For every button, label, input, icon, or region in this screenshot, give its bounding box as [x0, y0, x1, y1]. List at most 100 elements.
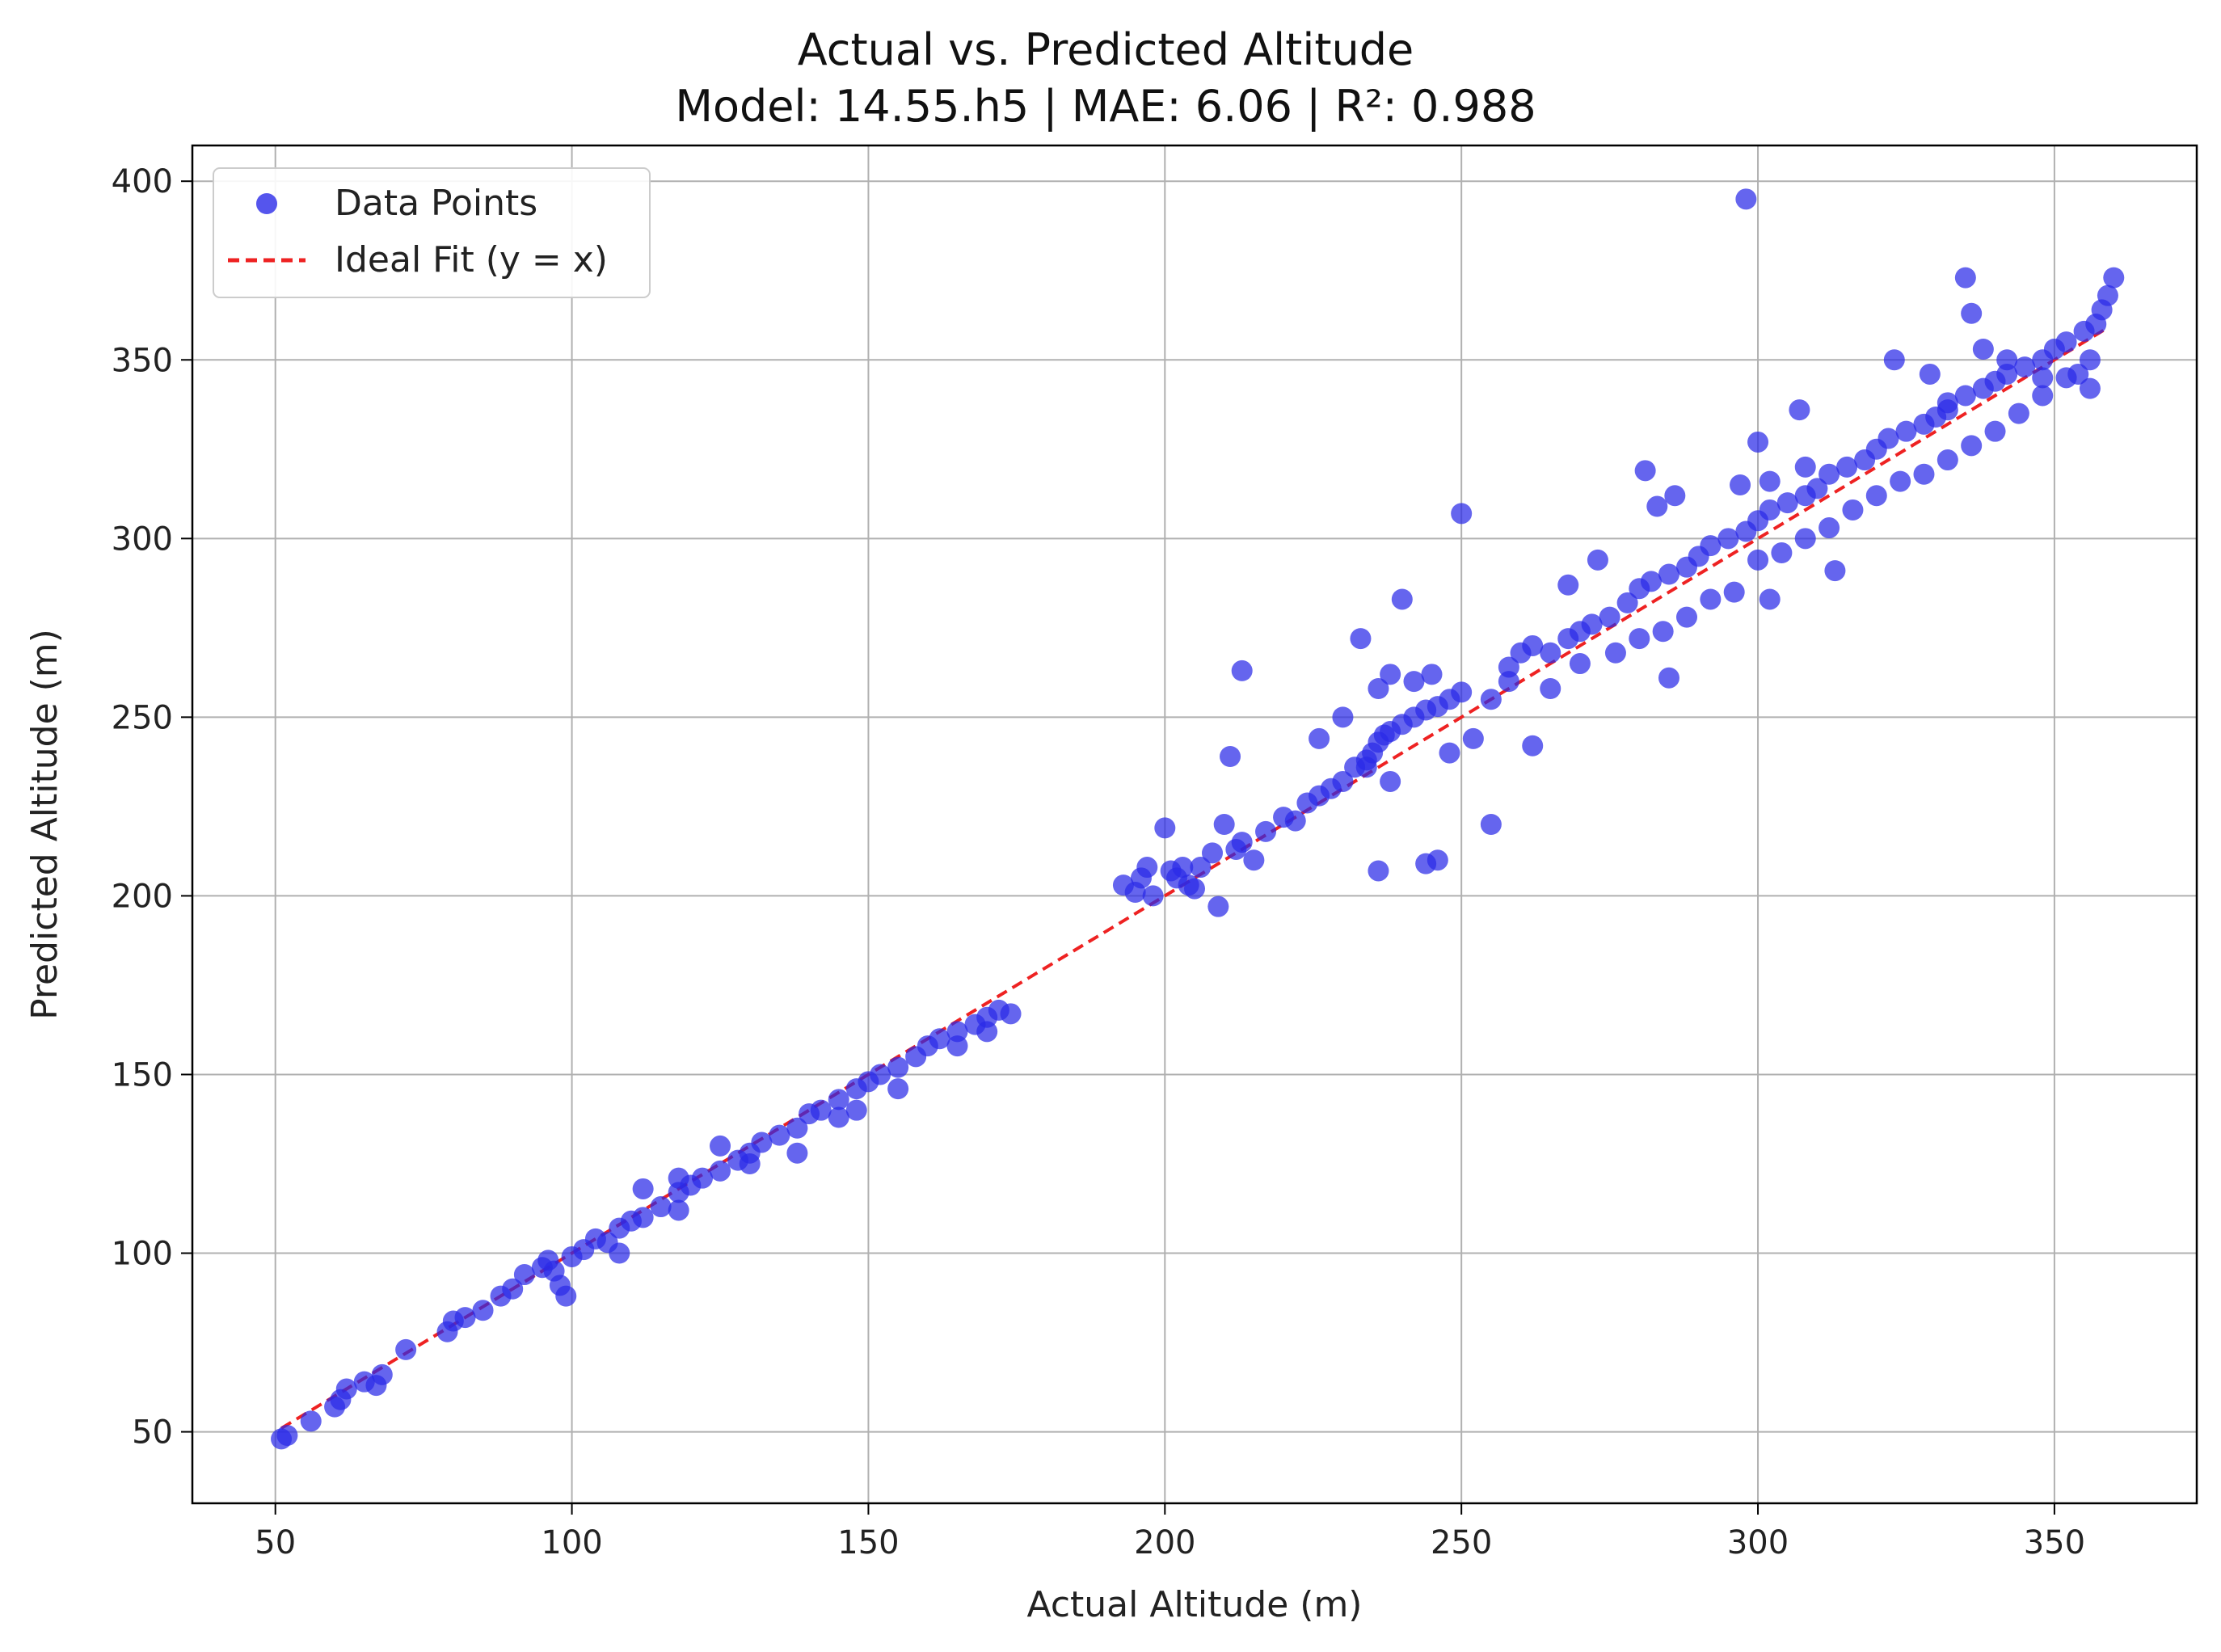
- x-tick-label: 100: [541, 1524, 602, 1561]
- data-point: [828, 1089, 849, 1110]
- y-tick-label: 100: [112, 1236, 173, 1273]
- data-point: [1284, 810, 1306, 832]
- y-tick-label: 50: [132, 1414, 173, 1452]
- x-tick-label: 300: [1727, 1524, 1789, 1561]
- data-point: [1421, 664, 1443, 685]
- data-point: [1842, 499, 1864, 520]
- y-tick-label: 200: [112, 878, 173, 915]
- data-point: [929, 1028, 950, 1050]
- data-point: [2067, 363, 2089, 385]
- data-point: [1581, 613, 1603, 635]
- y-axis-label: Predicted Altitude (m): [24, 629, 65, 1020]
- data-point: [1759, 499, 1781, 520]
- data-point: [1723, 581, 1745, 603]
- legend-ideal-fit-label: Ideal Fit (y = x): [335, 239, 608, 280]
- data-point: [810, 1099, 832, 1121]
- data-point: [668, 1167, 689, 1189]
- x-axis-label: Actual Altitude (m): [1027, 1584, 1363, 1625]
- data-point: [1184, 878, 1205, 900]
- y-tick-label: 400: [112, 163, 173, 200]
- data-point: [2014, 356, 2036, 378]
- data-point: [751, 1132, 773, 1153]
- data-point: [710, 1135, 731, 1157]
- data-point: [1759, 470, 1781, 492]
- data-point: [1700, 535, 1722, 557]
- data-point: [1380, 664, 1401, 685]
- data-point: [786, 1142, 808, 1164]
- data-point: [1819, 463, 1840, 485]
- data-point: [1231, 660, 1253, 681]
- data-point: [1255, 820, 1277, 842]
- data-point: [1961, 435, 1983, 457]
- data-point: [1427, 849, 1448, 871]
- data-point: [1309, 727, 1330, 749]
- data-point: [300, 1410, 322, 1432]
- data-point: [2032, 385, 2054, 407]
- data-point: [1522, 735, 1544, 756]
- data-point: [1451, 503, 1473, 525]
- plot-frame: [191, 144, 2198, 1505]
- data-point: [1824, 560, 1846, 582]
- data-point: [335, 1378, 357, 1400]
- data-point: [1220, 746, 1241, 767]
- data-point: [609, 1242, 630, 1264]
- data-point: [1522, 634, 1544, 656]
- data-point: [2032, 367, 2054, 389]
- y-axis-ticks: 50 100 150 200 250 300 350 400: [112, 163, 192, 1452]
- data-point: [502, 1278, 524, 1300]
- data-point: [1806, 478, 1828, 499]
- data-point: [1646, 495, 1668, 517]
- data-point: [1368, 678, 1389, 699]
- data-point: [739, 1153, 761, 1174]
- data-point: [1771, 542, 1793, 563]
- data-point: [1640, 571, 1662, 592]
- legend-data-points-label: Data Points: [335, 183, 537, 224]
- data-point: [1190, 857, 1212, 879]
- data-point: [1332, 770, 1354, 792]
- data-point: [1207, 896, 1229, 917]
- data-point: [1883, 349, 1905, 371]
- chart-subtitle: Model: 14.55.h5 | MAE: 6.06 | R²: 0.988: [675, 81, 1536, 132]
- x-tick-label: 350: [2024, 1524, 2085, 1561]
- data-point: [1172, 857, 1194, 879]
- data-point: [1700, 588, 1722, 610]
- data-point: [1355, 756, 1377, 778]
- data-point: [976, 1021, 998, 1043]
- data-point: [2079, 349, 2101, 371]
- data-point: [472, 1300, 494, 1321]
- data-point: [1878, 428, 1899, 449]
- data-point: [1913, 463, 1935, 485]
- data-point: [555, 1285, 577, 1307]
- data-point: [276, 1425, 298, 1446]
- data-point: [1154, 817, 1176, 839]
- data-point: [513, 1264, 535, 1286]
- data-point: [1730, 474, 1751, 495]
- data-point: [1717, 528, 1739, 550]
- data-point: [1498, 656, 1519, 678]
- data-point: [1604, 642, 1626, 664]
- data-point: [1664, 485, 1686, 507]
- data-points-layer: [271, 188, 2125, 1450]
- data-point: [1540, 642, 1561, 664]
- x-tick-label: 50: [255, 1524, 296, 1561]
- data-point: [1634, 460, 1656, 482]
- data-point: [1937, 449, 1958, 471]
- data-point: [1462, 727, 1484, 749]
- data-point: [1794, 528, 1816, 550]
- data-point: [1675, 606, 1697, 628]
- data-point: [2055, 331, 2077, 353]
- data-point: [845, 1099, 867, 1121]
- data-point: [1557, 574, 1579, 596]
- data-point: [1865, 485, 1887, 507]
- data-point: [1616, 592, 1638, 613]
- data-point: [692, 1167, 714, 1189]
- data-point: [769, 1124, 790, 1146]
- data-point: [1954, 267, 1976, 289]
- data-point: [1629, 628, 1650, 650]
- data-point: [1984, 420, 2006, 442]
- data-point: [454, 1307, 476, 1329]
- data-point: [710, 1160, 731, 1182]
- data-point: [1480, 814, 1502, 835]
- data-point: [786, 1117, 808, 1139]
- data-point: [1895, 420, 1917, 442]
